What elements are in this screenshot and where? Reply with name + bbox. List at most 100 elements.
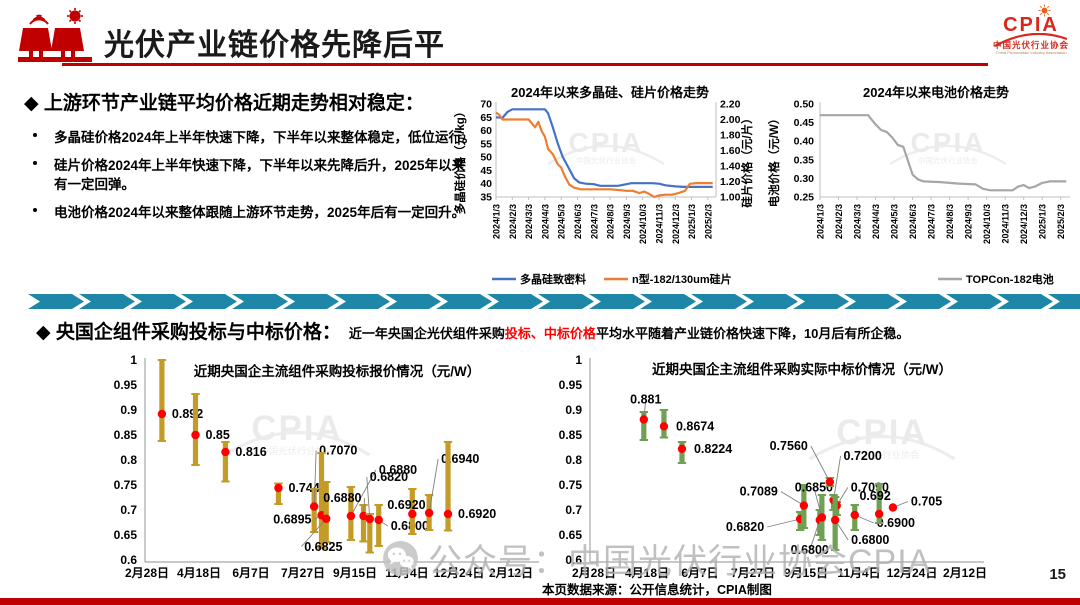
- page-number: 15: [1049, 566, 1066, 583]
- data-point-dot: [191, 430, 200, 440]
- y-tick-label: 65: [480, 112, 492, 124]
- chevron-segment: [283, 294, 339, 309]
- chevron-segment: [793, 294, 849, 309]
- solar-panel-right: [51, 28, 84, 51]
- cpia-arc: [994, 33, 1068, 47]
- y-tick-label: 0.75: [114, 478, 138, 492]
- y-tick-label: 1.00: [720, 192, 741, 204]
- bullet-marker: [33, 160, 37, 165]
- y-tick-label: 0.30: [794, 173, 815, 185]
- point-value-label: 0.7440: [288, 481, 326, 495]
- y-tick-label: 0.50: [794, 99, 815, 111]
- cpia-caption: 中国光伏行业协会: [992, 40, 1069, 50]
- data-point-dot: [359, 511, 368, 521]
- legend-label: TOPCon-182电池: [966, 272, 1054, 286]
- x-tick-label: 2024/10/3: [638, 204, 648, 244]
- x-tick-label: 12月24日: [887, 566, 938, 580]
- y-tick-label: 1.20: [720, 176, 741, 188]
- error-bar: [323, 482, 329, 542]
- procurement-section: ◆ 央国企组件采购投标与中标价格： 近一年央国企光伏组件采购投标、中标价格平均水平…: [36, 317, 1076, 344]
- chevron-segment: [232, 294, 288, 309]
- solar-panel-logo-icon: [18, 8, 92, 62]
- series-line: [820, 114, 1067, 192]
- sun-icon: [69, 10, 81, 22]
- y-axis-title-right: 硅片价格（元/片）: [740, 112, 754, 207]
- x-tick-label: 2024/7/3: [589, 204, 599, 239]
- legend-label: n型-182/130um硅片: [632, 272, 732, 286]
- data-point-dot: [639, 415, 649, 424]
- point-value-label: 0.692: [859, 489, 890, 503]
- x-tick-label: 11月4日: [837, 566, 880, 580]
- chevron-segment: [487, 294, 543, 309]
- x-tick-label: 2024/5/3: [890, 204, 900, 239]
- y-tick-label: 0.75: [559, 478, 583, 492]
- point-value-label: 0.6880: [323, 491, 361, 505]
- data-point-dot: [374, 515, 383, 525]
- point-value-label: 0.8674: [676, 419, 714, 433]
- chevron-segment: [640, 294, 696, 309]
- data-point-dot: [365, 514, 374, 524]
- y-tick-label: 0.7: [120, 503, 137, 517]
- x-tick-label: 2024/3/3: [524, 204, 534, 239]
- data-point-dot: [677, 444, 687, 453]
- data-point-dot: [157, 409, 167, 419]
- y-tick-label: 0.95: [114, 378, 138, 392]
- error-bar: [445, 442, 451, 531]
- error-bar: [275, 483, 282, 504]
- y-tick-label: 0.85: [559, 428, 583, 442]
- desc-highlight: 投标、中标价格: [504, 326, 596, 341]
- wifi-arcs-icon: [29, 14, 49, 25]
- data-point-dot: [424, 508, 434, 518]
- x-tick-label: 2月12日: [489, 566, 533, 580]
- chevron-segment: [181, 294, 237, 309]
- y-tick-label: 0.65: [114, 528, 138, 542]
- error-bar: [367, 514, 373, 553]
- point-value-label: 0.816: [235, 445, 266, 459]
- error-bar: [222, 442, 229, 482]
- chevron-segment: [334, 294, 390, 309]
- x-tick-label: 2024/7/3: [927, 204, 937, 239]
- x-tick-label: 7月27日: [281, 566, 325, 580]
- label-leader-line: [810, 445, 831, 483]
- data-point-dot: [830, 515, 840, 525]
- chevron-divider: [28, 294, 1080, 309]
- chevron-segment: [436, 294, 492, 309]
- error-bar: [376, 505, 382, 546]
- y-tick-label: 0.8: [565, 453, 582, 467]
- y-tick-label: 60: [480, 125, 492, 137]
- point-value-label: 0.6920: [387, 498, 425, 512]
- label-leader-line: [350, 469, 377, 517]
- point-value-label: 0.881: [630, 393, 661, 407]
- upstream-section: ◆ 上游环节产业链平均价格近期走势相对稳定： 多晶硅价格2024年上半年快速下降…: [24, 92, 476, 231]
- desc-prefix: 近一年央国企光伏组件采购: [348, 326, 505, 341]
- y-tick-label: 0.65: [559, 528, 583, 542]
- x-tick-label: 2025/1/3: [1038, 204, 1048, 239]
- data-point-dot: [874, 509, 884, 519]
- header-rule: [62, 63, 988, 66]
- point-value-label: 0.7089: [740, 485, 778, 499]
- chevron-segment: [538, 294, 594, 309]
- x-tick-label: 9月15日: [784, 566, 828, 580]
- point-value-label: 0.6800: [791, 543, 829, 557]
- bullet-item: 硅片价格2024年上半年快速下降，下半年以来先降后升，2025年以来有一定回弹。: [24, 156, 476, 194]
- point-value-label: 0.705: [911, 495, 942, 509]
- x-tick-label: 2024/1/3: [492, 204, 502, 239]
- x-tick-label: 6月7日: [232, 566, 269, 580]
- svg-text:中国光伏行业协会: 中国光伏行业协会: [260, 445, 335, 456]
- x-tick-label: 12月24日: [434, 566, 485, 580]
- bullet-item: 电池价格2024年以来整体跟随上游环节走势，2025年后有一定回升。: [24, 203, 476, 222]
- x-tick-label: 2024/6/3: [908, 204, 918, 239]
- chevron-segment: [130, 294, 186, 309]
- upstream-heading: ◆ 上游环节产业链平均价格近期走势相对稳定：: [24, 93, 424, 114]
- data-point-dot: [346, 511, 356, 521]
- y-tick-label: 0.45: [794, 117, 815, 129]
- x-tick-label: 2025/1/3: [687, 204, 697, 239]
- cpia-logo: CPIA 中国光伏行业协会 China Photovoltaic Industr…: [986, 4, 1076, 55]
- label-leader-line: [813, 487, 823, 518]
- x-tick-label: 2024/10/3: [982, 204, 992, 244]
- y-tick-label: 0.6: [120, 553, 137, 567]
